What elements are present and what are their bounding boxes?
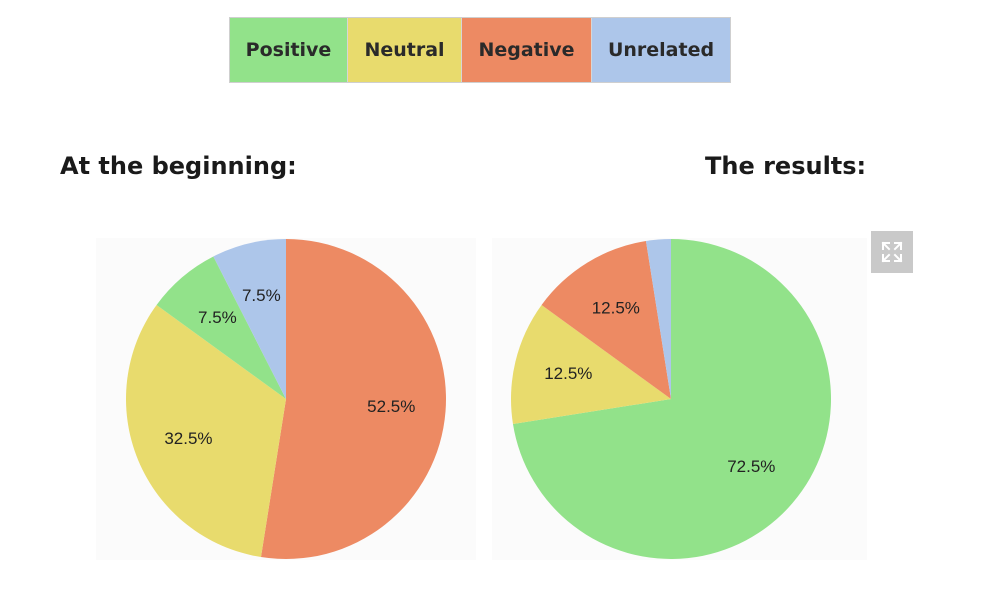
chart-title-beginning: At the beginning:: [60, 152, 297, 180]
pie-slice-negative: [260, 239, 446, 559]
data-label-negative: 12.5%: [592, 298, 640, 317]
data-label-positive: 7.5%: [198, 308, 237, 327]
pie-chart-results: 72.5% 12.5% 12.5%: [511, 239, 831, 559]
pie-slice-negative: [541, 240, 671, 399]
chart-title-results: The results:: [705, 152, 867, 180]
data-label-neutral: 12.5%: [544, 364, 592, 383]
pie-slice-positive: [156, 256, 286, 399]
pie-panel-results: 72.5% 12.5% 12.5%: [492, 238, 867, 560]
expand-button[interactable]: [871, 231, 913, 273]
pie-slice-positive: [512, 239, 831, 559]
legend-item-positive: Positive: [230, 18, 348, 82]
data-label-unrelated: 7.5%: [242, 286, 281, 305]
legend-item-neutral: Neutral: [348, 18, 462, 82]
data-label-negative: 52.5%: [367, 397, 415, 416]
data-label-neutral: 32.5%: [164, 429, 212, 448]
data-label-positive: 72.5%: [727, 457, 775, 476]
pie-slice-neutral: [511, 304, 671, 425]
pie-slice-neutral: [125, 304, 286, 558]
pie-chart-beginning: 52.5% 32.5% 7.5% 7.5%: [125, 239, 446, 559]
legend: Positive Neutral Negative Unrelated: [229, 17, 731, 83]
legend-item-negative: Negative: [462, 18, 592, 82]
expand-arrows-icon: [881, 241, 903, 263]
legend-item-unrelated: Unrelated: [592, 18, 730, 82]
pie-panel-beginning: 52.5% 32.5% 7.5% 7.5%: [96, 238, 476, 560]
pie-slice-unrelated: [645, 239, 671, 399]
pie-slice-unrelated: [213, 239, 286, 399]
